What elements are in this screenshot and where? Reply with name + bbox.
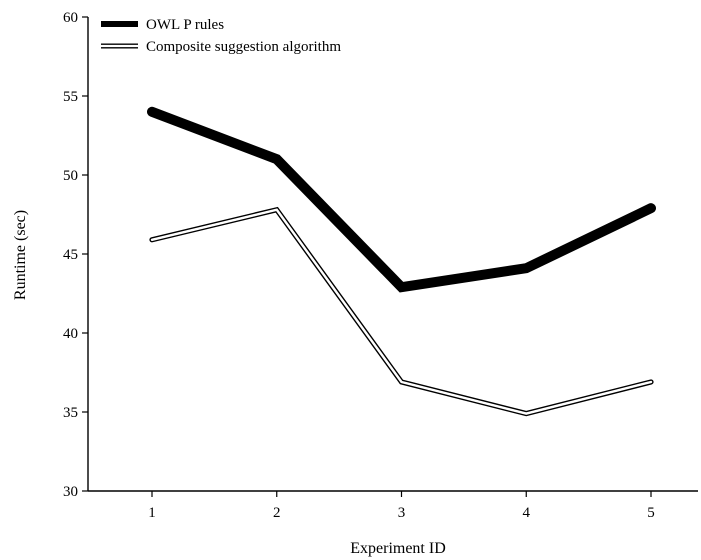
y-tick-label: 55 (63, 89, 78, 105)
y-tick-label: 40 (63, 326, 78, 342)
series-line-owl-p-rules (147, 106, 656, 293)
series-layer (147, 106, 656, 417)
legend-label-owl-p-rules: OWL P rules (146, 17, 224, 33)
y-tick-label: 60 (63, 10, 78, 26)
x-tick-label: 1 (148, 505, 156, 521)
x-tick-label: 5 (647, 505, 655, 521)
x-tick-label: 4 (523, 505, 531, 521)
y-tick-label: 45 (63, 247, 78, 263)
y-tick-label: 50 (63, 168, 78, 184)
series-line-composite-inner (150, 208, 653, 415)
legend-label-composite: Composite suggestion algorithm (146, 39, 341, 55)
y-tick-label: 35 (63, 405, 78, 421)
x-tick-label: 2 (273, 505, 281, 521)
y-axis-title: Runtime (sec) (12, 210, 29, 300)
x-axis-title: Experiment ID (350, 540, 446, 557)
legend: OWL P rules Composite suggestion algorit… (101, 17, 341, 55)
y-tick-label: 30 (63, 484, 78, 500)
x-tick-label: 3 (398, 505, 406, 521)
